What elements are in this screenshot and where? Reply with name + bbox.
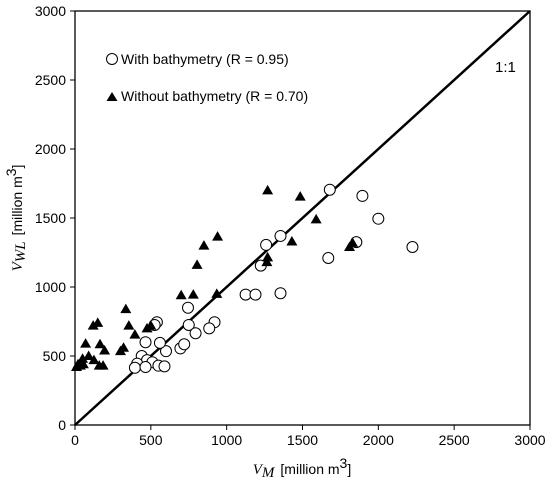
y-axis-unit-end: ] bbox=[9, 165, 25, 169]
data-point-with-bathymetry bbox=[139, 336, 152, 349]
y-axis-symbol: V bbox=[10, 260, 26, 271]
legend-marker-without-bathymetry bbox=[106, 92, 118, 101]
data-point-without-bathymetry bbox=[87, 320, 99, 330]
data-point-without-bathymetry bbox=[120, 303, 132, 314]
one-to-one-label: 1:1 bbox=[495, 59, 516, 76]
legend-marker-with-bathymetry bbox=[106, 53, 118, 65]
series-without-bathymetry bbox=[71, 184, 359, 372]
data-point-without-bathymetry bbox=[262, 251, 274, 262]
x-axis-subscript: M bbox=[261, 465, 276, 481]
data-point-without-bathymetry bbox=[212, 231, 224, 241]
data-point-without-bathymetry bbox=[99, 344, 111, 355]
data-point-without-bathymetry bbox=[94, 338, 106, 349]
data-point-with-bathymetry bbox=[249, 288, 262, 301]
data-point-with-bathymetry bbox=[158, 360, 171, 373]
data-point-with-bathymetry bbox=[139, 361, 152, 374]
y-axis-unit: [million m bbox=[9, 176, 25, 235]
x-axis-unit-end: ] bbox=[347, 461, 351, 477]
data-point-with-bathymetry bbox=[182, 318, 195, 331]
x-axis-ticks: 0 500 1000 1500 2000 2500 3000 bbox=[71, 425, 546, 448]
data-point-with-bathymetry bbox=[160, 345, 172, 358]
y-tick-label: 1500 bbox=[35, 210, 66, 226]
data-point-without-bathymetry bbox=[191, 259, 203, 269]
data-point-without-bathymetry bbox=[141, 322, 153, 333]
data-point-with-bathymetry bbox=[178, 338, 191, 351]
data-point-without-bathymetry bbox=[74, 360, 86, 370]
data-point-with-bathymetry bbox=[203, 322, 216, 335]
data-point-without-bathymetry bbox=[261, 256, 273, 267]
y-tick-label: 2000 bbox=[35, 141, 66, 157]
x-axis-title: VM [million m3] bbox=[253, 455, 351, 481]
data-point-without-bathymetry bbox=[187, 289, 199, 299]
y-tick-label: 500 bbox=[43, 348, 67, 364]
data-point-with-bathymetry bbox=[372, 212, 385, 225]
data-point-with-bathymetry bbox=[153, 336, 166, 349]
data-point-with-bathymetry bbox=[406, 240, 419, 253]
data-point-with-bathymetry bbox=[356, 189, 369, 202]
y-tick-label: 0 bbox=[58, 417, 66, 433]
y-tick-label: 3000 bbox=[35, 3, 66, 19]
x-axis-symbol: V bbox=[253, 462, 264, 478]
y-tick-label: 1000 bbox=[35, 279, 66, 295]
y-axis-ticks: 0 500 1000 1500 2000 2500 3000 bbox=[35, 3, 75, 433]
x-tick-label: 1000 bbox=[211, 432, 242, 448]
data-point-without-bathymetry bbox=[115, 345, 126, 356]
data-point-without-bathymetry bbox=[175, 289, 187, 300]
x-axis-unit: [million m bbox=[280, 461, 339, 477]
data-point-without-bathymetry bbox=[294, 191, 306, 201]
series-with-bathymetry bbox=[128, 183, 419, 374]
data-point-with-bathymetry bbox=[274, 287, 287, 300]
legend: With bathymetry (R = 0.95) Without bathy… bbox=[106, 51, 308, 104]
x-tick-label: 3000 bbox=[514, 432, 545, 448]
data-point-with-bathymetry bbox=[128, 361, 141, 374]
data-point-without-bathymetry bbox=[286, 235, 298, 246]
legend-label-with-bathymetry: With bathymetry (R = 0.95) bbox=[121, 51, 289, 67]
data-point-without-bathymetry bbox=[83, 350, 95, 360]
data-point-without-bathymetry bbox=[88, 354, 100, 365]
data-point-with-bathymetry bbox=[189, 327, 202, 340]
y-axis-unit-sup: 3 bbox=[3, 168, 19, 176]
data-point-without-bathymetry bbox=[129, 329, 141, 339]
y-axis-subscript: WL bbox=[13, 241, 29, 262]
x-tick-label: 2500 bbox=[439, 432, 470, 448]
data-point-with-bathymetry bbox=[239, 288, 252, 301]
x-axis-unit-sup: 3 bbox=[340, 455, 348, 471]
data-point-with-bathymetry bbox=[322, 252, 335, 265]
data-point-without-bathymetry bbox=[77, 353, 89, 363]
data-point-without-bathymetry bbox=[211, 288, 223, 298]
x-tick-label: 0 bbox=[71, 432, 79, 448]
x-tick-label: 1500 bbox=[287, 432, 318, 448]
data-point-without-bathymetry bbox=[262, 184, 274, 195]
x-tick-label: 500 bbox=[139, 432, 163, 448]
legend-label-without-bathymetry: Without bathymetry (R = 0.70) bbox=[121, 88, 308, 104]
y-tick-label: 2500 bbox=[35, 72, 66, 88]
data-point-without-bathymetry bbox=[310, 213, 322, 224]
data-point-with-bathymetry bbox=[181, 301, 194, 314]
y-axis-title: VWL [million m3] bbox=[3, 165, 29, 272]
data-point-without-bathymetry bbox=[198, 240, 210, 250]
data-point-without-bathymetry bbox=[97, 360, 109, 370]
data-point-without-bathymetry bbox=[123, 320, 135, 330]
data-point-without-bathymetry bbox=[80, 338, 92, 348]
data-point-with-bathymetry bbox=[260, 238, 273, 251]
x-tick-label: 2000 bbox=[363, 432, 394, 448]
data-point-without-bathymetry bbox=[347, 237, 359, 247]
data-point-with-bathymetry bbox=[323, 183, 336, 196]
data-point-with-bathymetry bbox=[274, 229, 287, 242]
